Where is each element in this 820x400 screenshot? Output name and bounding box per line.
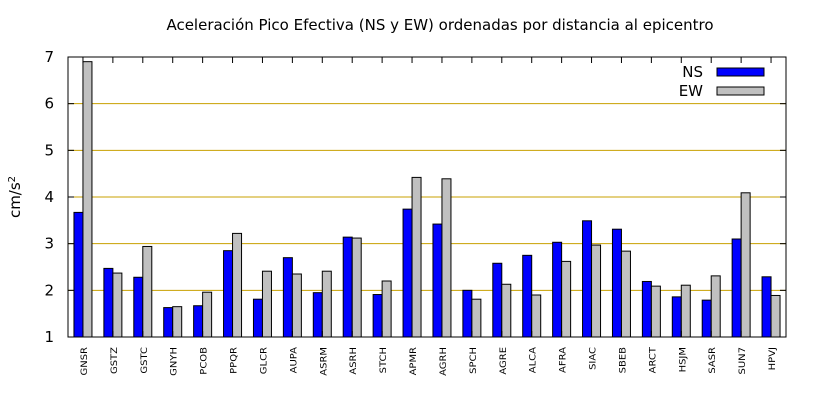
- x-tick-label: ASRH: [349, 347, 359, 375]
- bar-ns: [761, 276, 772, 338]
- x-tick-label: SBEB: [618, 347, 628, 373]
- legend-swatch: [716, 67, 765, 77]
- bar-ew: [291, 273, 302, 338]
- bar-ns: [701, 299, 712, 338]
- bar-ew: [321, 270, 332, 338]
- bar-ew: [710, 275, 721, 338]
- x-tick-label: HSJM: [678, 347, 688, 372]
- bar-ew: [232, 232, 243, 338]
- bar-ew: [591, 244, 602, 338]
- y-axis-label: cm/s2: [6, 176, 24, 218]
- bar-ns: [252, 298, 263, 338]
- bar-ns: [372, 294, 383, 338]
- bar-ew: [172, 306, 183, 338]
- y-tick-label: 2: [44, 281, 54, 299]
- bar-ew: [620, 250, 631, 338]
- legend-label: NS: [682, 63, 703, 81]
- bar-ew: [501, 283, 512, 338]
- bar-ew: [351, 237, 362, 338]
- x-tick-label: SASR: [708, 347, 718, 374]
- axis-ticks: 1 2 3 4 5 6 7 GNSR GSTZ GSTC GNYH PCOB PPQR GLCR AUPA A…: [44, 48, 786, 376]
- y-axis-label-exponent: 2: [7, 176, 18, 182]
- bar-ns: [671, 296, 682, 338]
- x-tick-label: AUPA: [289, 346, 299, 373]
- bar-ew: [770, 294, 781, 338]
- x-tick-label: GNSR: [79, 347, 89, 376]
- gridlines: [68, 103, 786, 291]
- bar-ew: [112, 272, 123, 338]
- bar-ns: [552, 241, 563, 338]
- bar-ew: [82, 61, 93, 338]
- bar-ns: [193, 305, 204, 338]
- bar-ew: [411, 176, 422, 338]
- bar-ew: [680, 284, 691, 338]
- y-axis-label-unit: cm/s: [6, 182, 24, 218]
- bar-ns: [611, 228, 622, 338]
- y-tick-label: 3: [44, 235, 54, 253]
- x-tick-label: STCH: [379, 347, 389, 373]
- x-tick-label: GNYH: [169, 347, 179, 376]
- bar-ns: [522, 254, 533, 338]
- bar-ns: [223, 250, 234, 338]
- y-tick-label: 6: [44, 95, 54, 113]
- x-tick-label: GLCR: [259, 347, 269, 375]
- chart-title: Aceleración Pico Efectiva (NS y EW) orde…: [166, 16, 713, 34]
- x-tick-label: GSTC: [139, 347, 149, 374]
- x-tick-label: HPVJ: [767, 347, 777, 370]
- bar-ew: [261, 270, 272, 338]
- x-tick-label: PCOB: [199, 347, 209, 375]
- bar-ns: [462, 289, 473, 338]
- bar-ns: [133, 276, 144, 338]
- bar-ns: [731, 238, 742, 338]
- legend-swatch: [716, 86, 765, 96]
- bar-ns: [342, 236, 353, 338]
- x-tick-label: SIAC: [588, 347, 598, 370]
- bars: [73, 61, 781, 338]
- x-tick-label: ASRM: [319, 347, 329, 376]
- bar-ns: [73, 211, 84, 338]
- bar-ns: [582, 220, 593, 338]
- bar-ew: [441, 178, 452, 338]
- bar-ew: [561, 260, 572, 338]
- y-tick-label: 7: [44, 48, 54, 66]
- x-tick-label: ALCA: [528, 346, 538, 373]
- x-tick-label: PPQR: [229, 347, 239, 374]
- bar-ns: [432, 223, 443, 338]
- bar-ns: [282, 257, 293, 338]
- legend-label: EW: [679, 82, 703, 100]
- y-tick-label: 5: [44, 141, 54, 159]
- x-tick-label: APMR: [408, 347, 418, 376]
- y-tick-label: 4: [44, 188, 54, 206]
- bar-ns: [163, 307, 174, 338]
- bar-ew: [471, 298, 482, 338]
- bar-ns: [103, 267, 114, 338]
- x-tick-label: AFRA: [558, 346, 568, 372]
- bar-ew: [531, 294, 542, 338]
- bar-ew: [650, 285, 661, 338]
- bar-ew: [142, 245, 153, 338]
- x-tick-label: SUN7: [738, 347, 748, 374]
- bar-ns: [312, 292, 323, 338]
- x-tick-label: AGRE: [498, 347, 508, 375]
- bar-ew: [381, 280, 392, 338]
- y-tick-label: 1: [44, 328, 54, 346]
- x-tick-label: SPCH: [468, 347, 478, 374]
- bar-ew: [740, 192, 751, 338]
- x-tick-label: GSTZ: [109, 346, 119, 374]
- x-tick-label: ARCT: [648, 347, 658, 374]
- bar-ns: [492, 262, 503, 338]
- bar-ns: [641, 280, 652, 338]
- bar-ew: [202, 291, 213, 338]
- x-tick-label: AGRH: [438, 347, 448, 376]
- bar-ns: [402, 208, 413, 338]
